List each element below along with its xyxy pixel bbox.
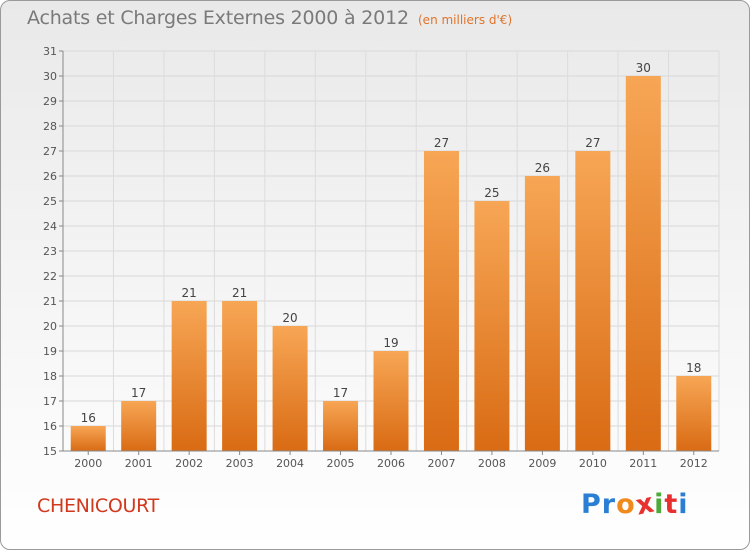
chart-subtitle: (en milliers d'€) xyxy=(418,13,513,27)
bar xyxy=(373,351,409,451)
bar-value-label: 21 xyxy=(182,286,197,300)
y-tick-label: 15 xyxy=(43,445,57,458)
x-tick-label: 2003 xyxy=(226,457,254,470)
bar-value-label: 26 xyxy=(535,161,550,175)
logo-letter: t xyxy=(664,489,679,520)
bar xyxy=(575,151,611,451)
bar xyxy=(524,176,560,451)
y-tick-label: 21 xyxy=(43,295,57,308)
y-tick-label: 16 xyxy=(43,420,57,433)
y-tick-label: 26 xyxy=(43,170,57,183)
bar xyxy=(323,401,359,451)
bar-value-label: 27 xyxy=(434,136,449,150)
y-tick-label: 20 xyxy=(43,320,57,333)
y-tick-label: 23 xyxy=(43,245,57,258)
x-tick-label: 2001 xyxy=(125,457,153,470)
x-tick-label: 2011 xyxy=(629,457,657,470)
bar-value-label: 30 xyxy=(636,61,651,75)
y-tick-label: 24 xyxy=(43,220,57,233)
bar xyxy=(70,426,106,451)
y-tick-label: 19 xyxy=(43,345,57,358)
x-tick-label: 2010 xyxy=(579,457,607,470)
bar-value-label: 19 xyxy=(383,336,398,350)
y-tick-label: 27 xyxy=(43,145,57,158)
bar xyxy=(676,376,712,451)
x-tick-label: 2004 xyxy=(276,457,304,470)
bar xyxy=(222,301,258,451)
bar-value-label: 25 xyxy=(484,186,499,200)
logo-letter: i xyxy=(678,489,689,520)
y-tick-label: 31 xyxy=(43,45,57,58)
logo-letter: i xyxy=(654,489,665,520)
x-tick-label: 2000 xyxy=(74,457,102,470)
y-tick-label: 18 xyxy=(43,370,57,383)
bar-value-label: 18 xyxy=(686,361,701,375)
bar-value-label: 27 xyxy=(585,136,600,150)
bar-value-label: 20 xyxy=(282,311,297,325)
logo-letter: P xyxy=(581,489,602,520)
bar xyxy=(423,151,459,451)
bar-value-label: 17 xyxy=(333,386,348,400)
y-tick-label: 28 xyxy=(43,120,57,133)
y-tick-label: 17 xyxy=(43,395,57,408)
x-tick-label: 2008 xyxy=(478,457,506,470)
x-tick-label: 2009 xyxy=(528,457,556,470)
y-tick-label: 22 xyxy=(43,270,57,283)
logo-letter: r xyxy=(601,489,617,520)
x-tick-label: 2007 xyxy=(427,457,455,470)
bar-value-label: 17 xyxy=(131,386,146,400)
bar xyxy=(171,301,207,451)
x-tick-label: 2005 xyxy=(327,457,355,470)
bar-value-label: 21 xyxy=(232,286,247,300)
y-tick-label: 25 xyxy=(43,195,57,208)
location-name: CHENICOURT xyxy=(37,495,159,517)
proxiti-logo[interactable]: Proxiti xyxy=(581,487,689,521)
y-tick-label: 29 xyxy=(43,95,57,108)
bar xyxy=(474,201,510,451)
x-tick-label: 2002 xyxy=(175,457,203,470)
x-tick-label: 2006 xyxy=(377,457,405,470)
logo-letter: o xyxy=(616,489,636,520)
chart-title: Achats et Charges Externes 2000 à 2012 xyxy=(27,7,409,29)
y-tick-label: 30 xyxy=(43,70,57,83)
bar xyxy=(121,401,157,451)
bar xyxy=(625,76,661,451)
bar-value-label: 16 xyxy=(81,411,96,425)
bar xyxy=(272,326,308,451)
x-tick-label: 2012 xyxy=(680,457,708,470)
